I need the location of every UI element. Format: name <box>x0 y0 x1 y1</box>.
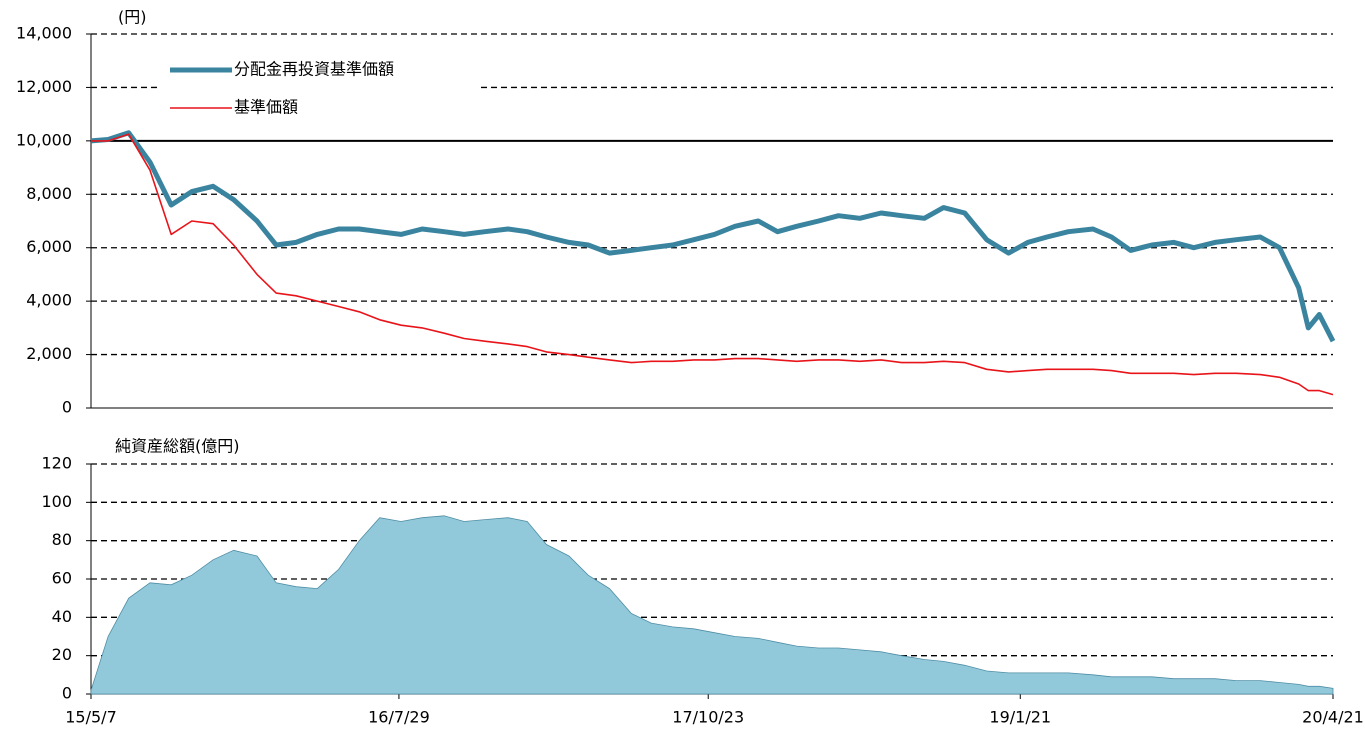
legend-label: 分配金再投資基準価額 <box>234 60 394 79</box>
y-tick-label: 4,000 <box>26 291 72 310</box>
area-series <box>90 515 1334 695</box>
legend-label: 基準価額 <box>234 98 298 117</box>
y-tick-label: 10,000 <box>16 130 72 149</box>
legend-box <box>160 52 478 128</box>
y-tick-label: 6,000 <box>26 237 72 256</box>
y-tick-label: 60 <box>52 569 72 588</box>
x-tick-label: 16/7/29 <box>368 708 430 727</box>
x-tick-label: 20/4/21 <box>1302 708 1364 727</box>
y-tick-label: 8,000 <box>26 184 72 203</box>
y-tick-label: 80 <box>52 530 72 549</box>
x-tick-label: 15/5/7 <box>65 708 117 727</box>
y-tick-label: 0 <box>62 684 72 703</box>
y-tick-label: 120 <box>41 454 72 473</box>
y-tick-label: 14,000 <box>16 24 72 43</box>
y-tick-label: 2,000 <box>26 344 72 363</box>
y-tick-label: 0 <box>62 398 72 417</box>
y-tick-label: 12,000 <box>16 77 72 96</box>
line-series <box>90 130 1336 343</box>
x-tick-label: 19/1/21 <box>989 708 1051 727</box>
panel-title: 純資産総額(億円) <box>115 437 240 456</box>
y-tick-label: 20 <box>52 645 72 664</box>
y-tick-label: 100 <box>41 492 72 511</box>
x-tick-label: 17/10/23 <box>672 708 744 727</box>
y-axis-label: (円) <box>118 8 147 27</box>
line-series <box>91 133 1334 396</box>
y-tick-label: 40 <box>52 607 72 626</box>
